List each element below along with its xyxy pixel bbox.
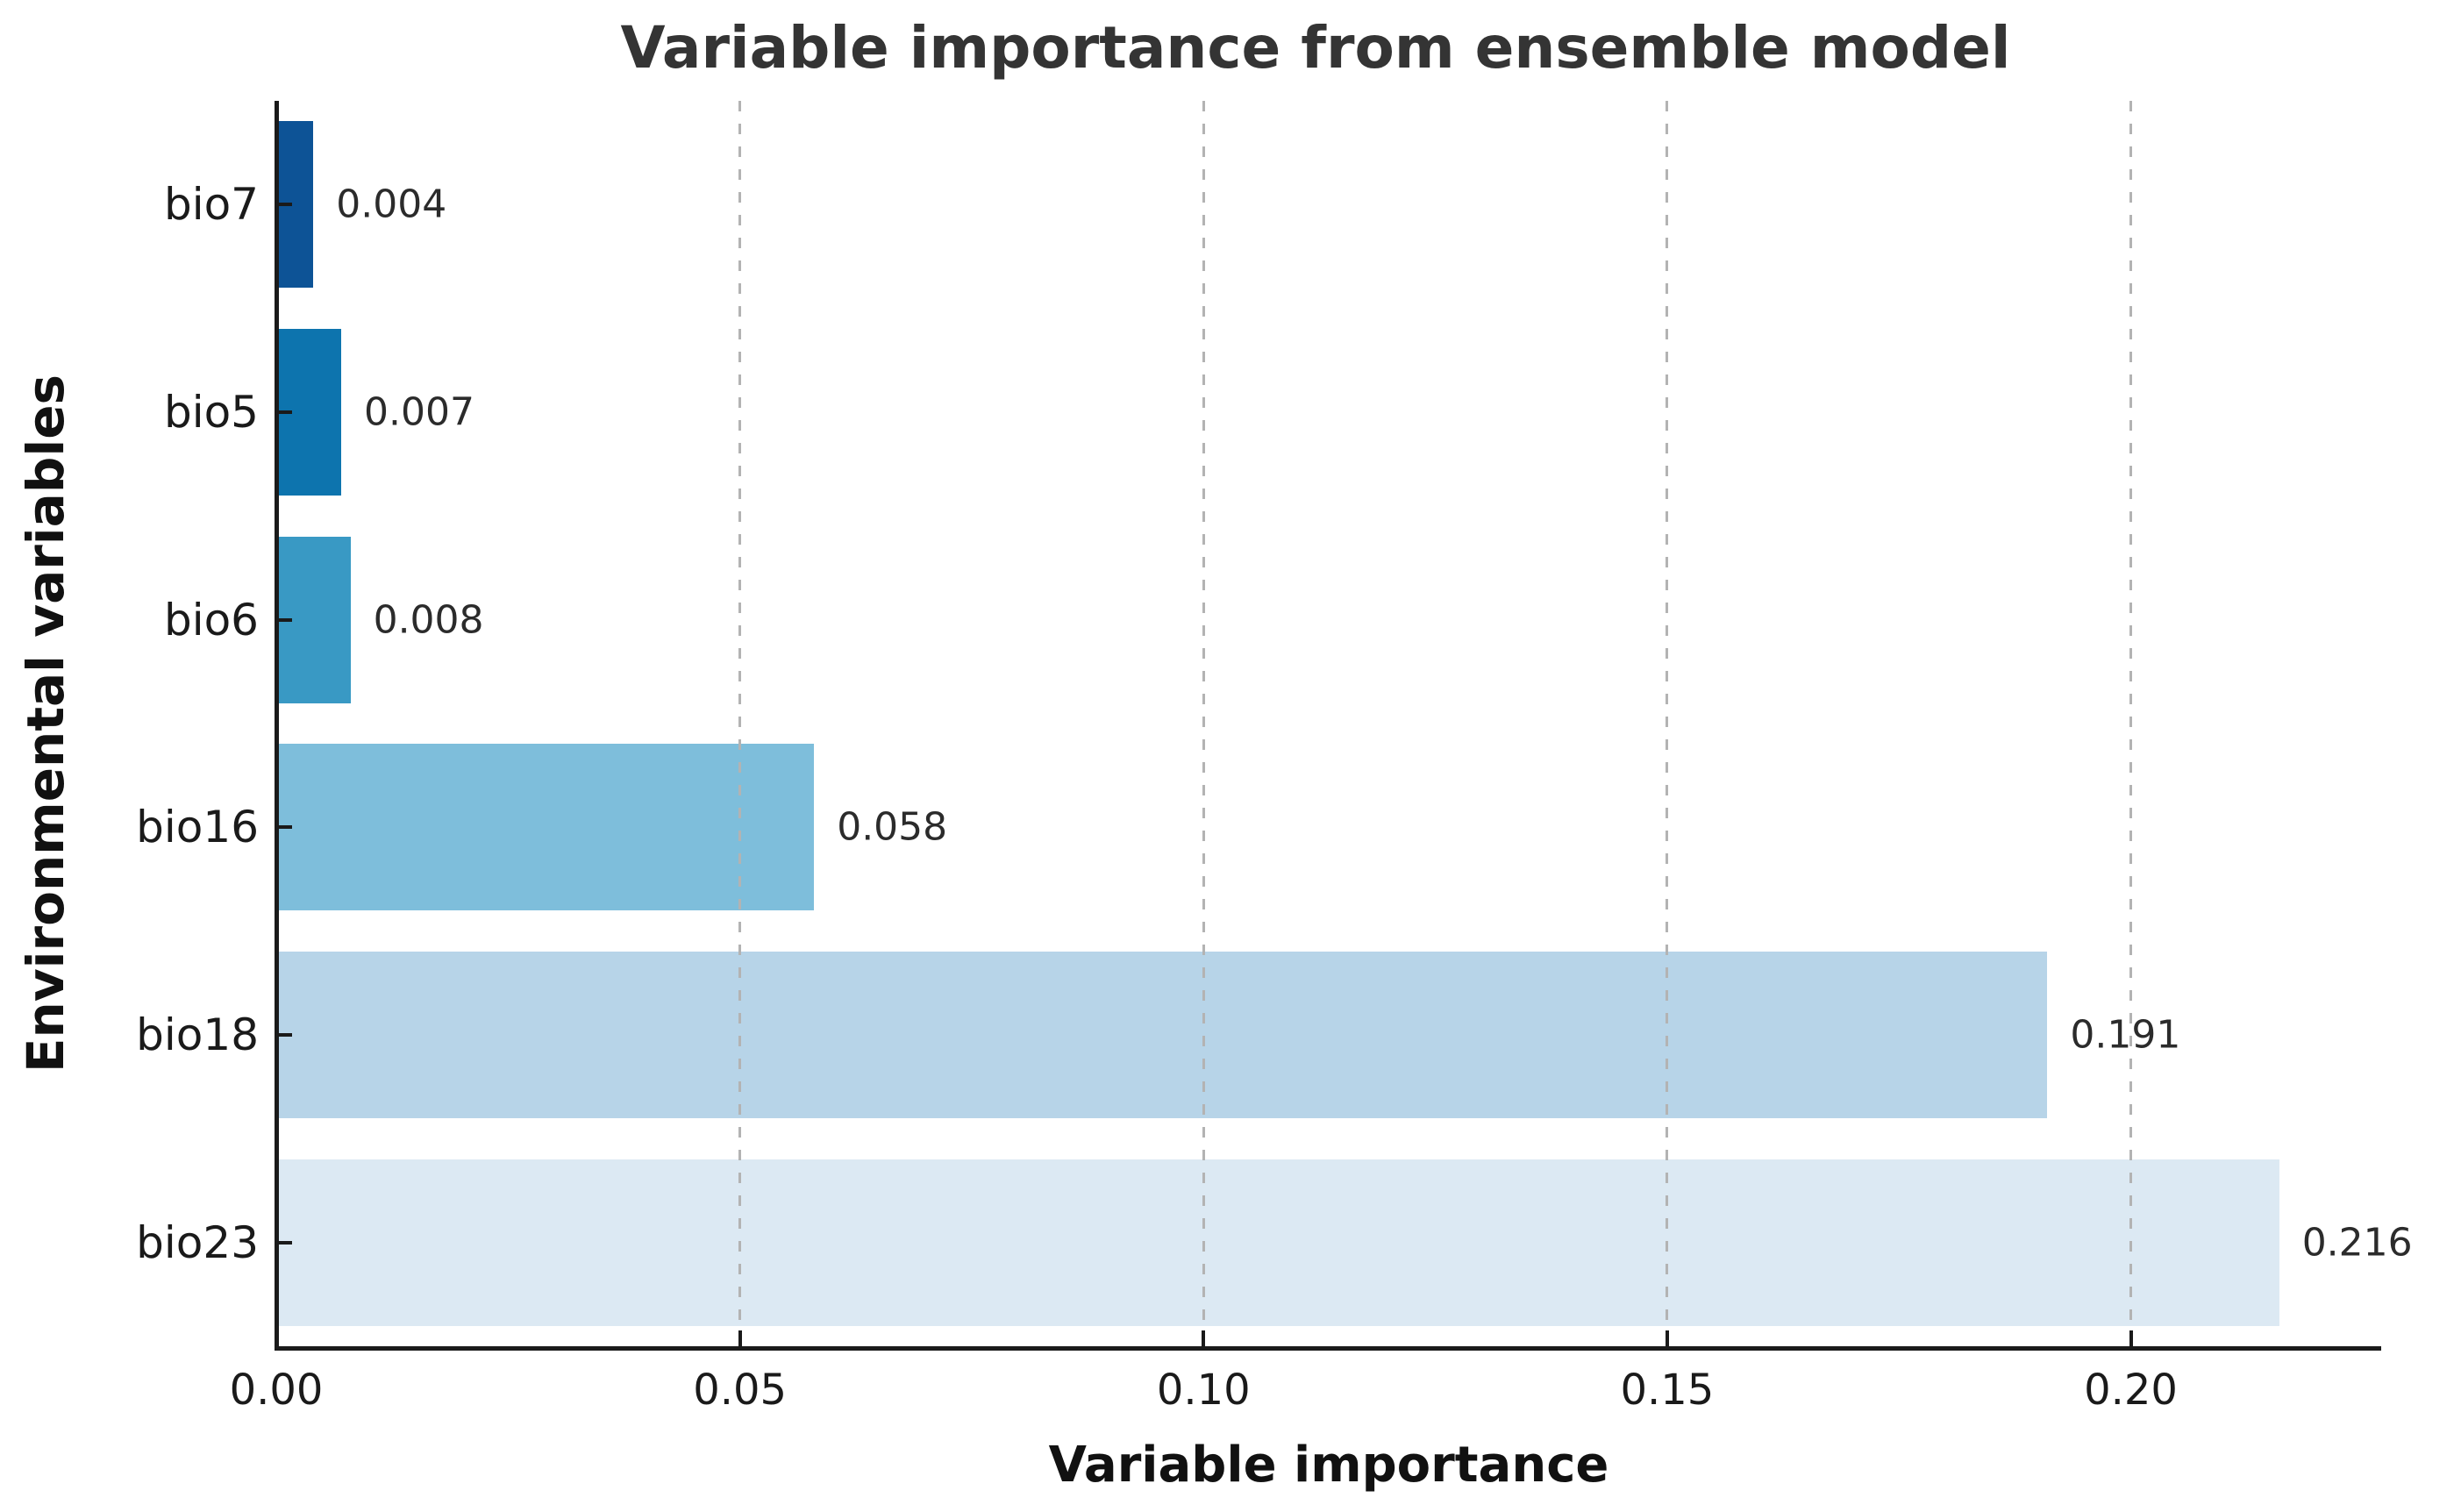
x-tick-mark [1202,1330,1206,1346]
bar-value-label: 0.191 [2070,1012,2181,1058]
plot-area: 0.00 0.05 0.10 0.15 0.20 0.004 bio7 0.007 bio5 0.… [136,101,2413,1415]
y-axis-title: Environmental variables [16,374,75,1073]
x-tick-label: 0.20 [2084,1366,2178,1415]
bar-value-label: 0.008 [373,597,484,643]
x-axis-title: Variable importance [1048,1437,1609,1494]
x-gridline [2129,101,2133,1346]
category-tick-label: bio7 [163,179,259,231]
x-tick-label: 0.15 [1620,1366,1715,1415]
x-gridline [1666,101,1669,1346]
bar-value-label: 0.004 [336,182,447,227]
bar-value-label: 0.216 [2301,1220,2413,1266]
y-tick-mark [276,410,292,414]
y-tick-mark [276,203,292,207]
x-gridline [1202,101,1205,1346]
x-tick-label: 0.00 [229,1366,324,1415]
category-tick-label: bio16 [136,802,259,853]
x-gridline [738,101,742,1346]
x-tick-mark [1665,1330,1669,1346]
category-tick-label: bio23 [136,1216,259,1268]
x-tick-mark [738,1330,742,1346]
x-axis-spine [275,1346,2381,1351]
y-tick-mark [276,1033,292,1037]
x-tick-label: 0.10 [1156,1366,1251,1415]
y-tick-mark [276,1240,292,1245]
bar-value-label: 0.058 [837,804,948,850]
bar [276,1159,2279,1326]
category-tick-label: bio18 [136,1009,259,1060]
category-tick-label: bio5 [163,387,259,438]
bar [276,952,2048,1118]
x-tick-label: 0.05 [693,1366,788,1415]
y-tick-mark [276,617,292,622]
chart-title: Variable importance from ensemble model [620,14,2011,82]
y-tick-mark [276,825,292,830]
bar [276,744,815,911]
bar-value-label: 0.007 [364,389,474,435]
y-axis-spine [275,101,279,1351]
category-tick-label: bio6 [163,594,259,645]
x-tick-mark [2129,1330,2133,1346]
